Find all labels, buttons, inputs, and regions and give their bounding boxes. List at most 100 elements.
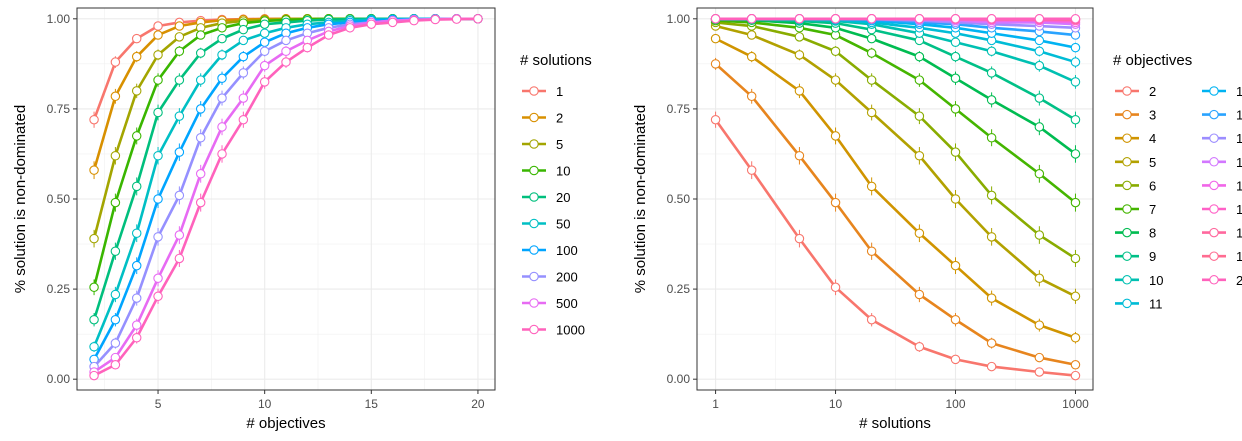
legend-key-point — [1122, 275, 1132, 285]
data-point — [153, 194, 163, 204]
data-point — [131, 33, 142, 44]
legend-item: 11 — [1115, 296, 1163, 311]
legend-label: 12 — [1236, 84, 1242, 99]
legend-item: 20 — [1202, 273, 1242, 288]
legend-key-point — [1209, 180, 1219, 191]
data-point — [1070, 253, 1081, 264]
data-point — [153, 30, 163, 40]
data-point — [281, 35, 291, 46]
data-point — [1034, 35, 1045, 46]
data-point — [195, 104, 206, 114]
data-point — [174, 111, 185, 121]
data-point — [986, 338, 997, 348]
data-point — [1034, 122, 1045, 132]
data-point — [950, 260, 961, 271]
data-point — [914, 228, 925, 238]
data-point — [131, 332, 142, 343]
data-point — [259, 46, 270, 56]
data-point — [174, 46, 185, 56]
legend-key-point — [1122, 204, 1132, 214]
data-point — [830, 75, 841, 85]
data-point — [1070, 14, 1081, 24]
legend-key-point — [1209, 157, 1219, 167]
data-point — [174, 147, 185, 157]
legend-label: 10 — [1149, 273, 1163, 288]
legend-item: 20 — [522, 190, 570, 205]
data-point — [89, 370, 99, 381]
data-point — [950, 51, 961, 62]
series-line — [714, 37, 1076, 339]
legend-item: 100 — [522, 243, 578, 258]
data-point — [323, 30, 334, 40]
data-point — [866, 246, 877, 257]
legend-title: # objectives — [1113, 52, 1192, 69]
legend-key-point — [529, 245, 539, 255]
data-point — [345, 23, 355, 33]
y-tick-label: 0.75 — [47, 102, 71, 116]
data-point — [217, 93, 227, 103]
legend-label: 6 — [1149, 178, 1156, 193]
data-point — [195, 48, 206, 58]
data-point — [950, 14, 961, 24]
y-tick-label: 1.00 — [667, 12, 691, 26]
series-line — [714, 118, 1076, 377]
data-point — [89, 233, 99, 244]
legend-label: 19 — [1236, 249, 1242, 264]
legend-label: 200 — [556, 270, 578, 285]
data-point — [366, 19, 377, 29]
legend-item: 8 — [1115, 226, 1156, 241]
data-point — [89, 165, 99, 175]
data-point — [174, 253, 185, 264]
legend-item: 9 — [1115, 249, 1156, 264]
x-tick-label: 1 — [712, 397, 719, 411]
data-point — [110, 151, 121, 161]
data-point — [153, 291, 163, 302]
y-axis-title: % solution is non-dominated — [632, 105, 649, 293]
data-point — [89, 114, 99, 125]
legend-label: 2 — [1149, 84, 1156, 99]
x-tick-label: 10 — [258, 397, 272, 411]
data-point — [281, 46, 291, 56]
legend-item: 1 — [522, 84, 563, 99]
x-tick-label: 1000 — [1062, 397, 1089, 411]
legend-key-point — [1209, 133, 1219, 143]
legend-key-point — [1122, 133, 1132, 143]
legend-key-point — [529, 324, 539, 335]
data-point — [174, 230, 185, 240]
data-point — [950, 194, 961, 204]
data-point — [830, 46, 841, 56]
legend-label: 15 — [1236, 155, 1242, 170]
data-point — [430, 14, 441, 25]
data-point — [866, 314, 877, 325]
legend-key-point — [529, 218, 539, 229]
data-point — [110, 314, 121, 325]
legend-item: 18 — [1202, 226, 1242, 241]
chart-panel-2: 0.00 0.25 0.50 0.75 1.00 1 10 100 1000 # solution… — [632, 7, 1242, 432]
data-point — [110, 289, 121, 300]
data-point — [174, 190, 185, 201]
data-point — [195, 30, 206, 40]
data-point — [830, 14, 841, 24]
legend: # objectives 2 3 4 5 6 7 8 9 10 11 12 13 14 15 16 17 18 19… — [1113, 52, 1242, 311]
y-tick-label: 0.25 — [47, 282, 71, 296]
legend-key-point — [1122, 298, 1132, 309]
data-point — [281, 57, 291, 67]
data-point — [986, 14, 997, 24]
data-point — [473, 14, 483, 24]
legend-key-point — [1122, 109, 1132, 120]
data-point — [238, 35, 249, 46]
data-point — [866, 107, 877, 118]
legend-key-point — [1122, 227, 1132, 238]
series-line — [715, 21, 1077, 260]
legend-key-point — [529, 165, 539, 176]
legend-label: 14 — [1236, 131, 1242, 146]
data-point — [259, 28, 270, 38]
legend-label: 18 — [1236, 226, 1242, 241]
data-point — [866, 181, 877, 192]
series-2 — [710, 111, 1081, 381]
data-point — [259, 19, 270, 29]
x-axis-title: # solutions — [859, 415, 931, 432]
x-tick-label: 100 — [945, 397, 965, 411]
data-point — [1034, 320, 1045, 330]
legend-item: 3 — [1115, 108, 1156, 123]
